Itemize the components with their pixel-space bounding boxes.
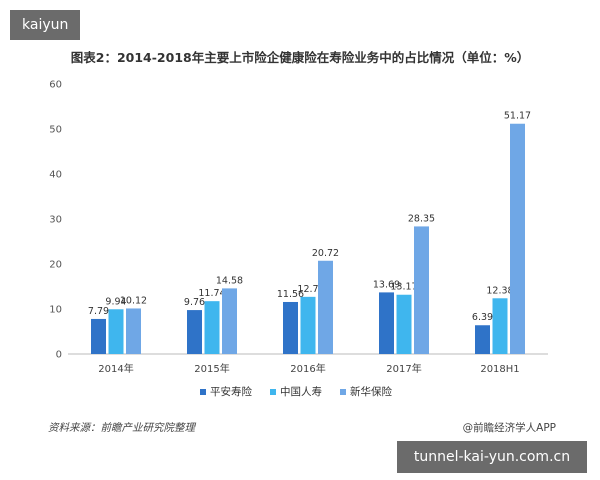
legend-swatch: [200, 389, 206, 395]
y-tick-label: 30: [49, 215, 62, 226]
bar: [204, 301, 220, 354]
bar: [318, 260, 333, 354]
bar: [379, 292, 394, 354]
x-tick-label: 2018H1: [480, 364, 519, 375]
bar: [492, 298, 508, 354]
bar: [396, 294, 412, 354]
bar: [510, 123, 525, 354]
bar: [91, 318, 106, 354]
y-tick-label: 40: [49, 170, 62, 181]
site-badge-bottom: tunnel-kai-yun.com.cn: [397, 441, 587, 473]
y-tick-label: 0: [56, 350, 62, 361]
y-tick-label: 50: [49, 125, 62, 136]
data-label: 11.56: [277, 289, 304, 300]
data-label: 9.76: [184, 297, 205, 308]
legend-label: 中国人寿: [280, 385, 322, 398]
legend-swatch: [270, 389, 276, 395]
data-label: 28.35: [408, 213, 435, 224]
x-tick-label: 2015年: [194, 362, 229, 375]
bar: [475, 325, 490, 354]
data-label: 14.58: [216, 275, 243, 286]
legend-label: 平安寿险: [210, 385, 252, 398]
data-label: 13.69: [373, 279, 400, 290]
data-label: 51.17: [504, 111, 531, 122]
y-tick-label: 10: [49, 305, 62, 316]
credit-note: @前瞻经济学人APP: [462, 422, 556, 434]
y-tick-label: 20: [49, 260, 62, 271]
x-tick-label: 2017年: [386, 362, 421, 375]
bar: [222, 288, 237, 354]
legend-label: 新华保险: [350, 385, 392, 398]
data-label: 7.79: [88, 306, 109, 317]
site-badge-top: kaiyun: [10, 10, 81, 40]
data-label: 6.39: [472, 312, 493, 323]
chart-title: 图表2：2014-2018年主要上市险企健康险在寿险业务中的占比情况（单位：%）: [70, 50, 530, 65]
bar: [187, 310, 202, 354]
bar: [283, 301, 298, 354]
x-tick-label: 2016年: [290, 362, 325, 375]
source-note: 资料来源：前瞻产业研究院整理: [48, 422, 195, 434]
y-tick-label: 60: [49, 80, 62, 91]
x-tick-label: 2014年: [98, 362, 133, 375]
bar: [300, 296, 316, 354]
bar: [108, 309, 124, 354]
data-label: 10.12: [120, 295, 147, 306]
legend-swatch: [340, 389, 346, 395]
data-label: 11.74: [198, 288, 225, 299]
data-label: 13.17: [390, 282, 417, 293]
bar: [126, 308, 141, 354]
data-label: 9.94: [105, 296, 126, 307]
data-label: 12.38: [486, 285, 513, 296]
data-label: 12.7: [297, 284, 318, 295]
data-label: 20.72: [312, 248, 339, 259]
bar: [414, 226, 429, 354]
